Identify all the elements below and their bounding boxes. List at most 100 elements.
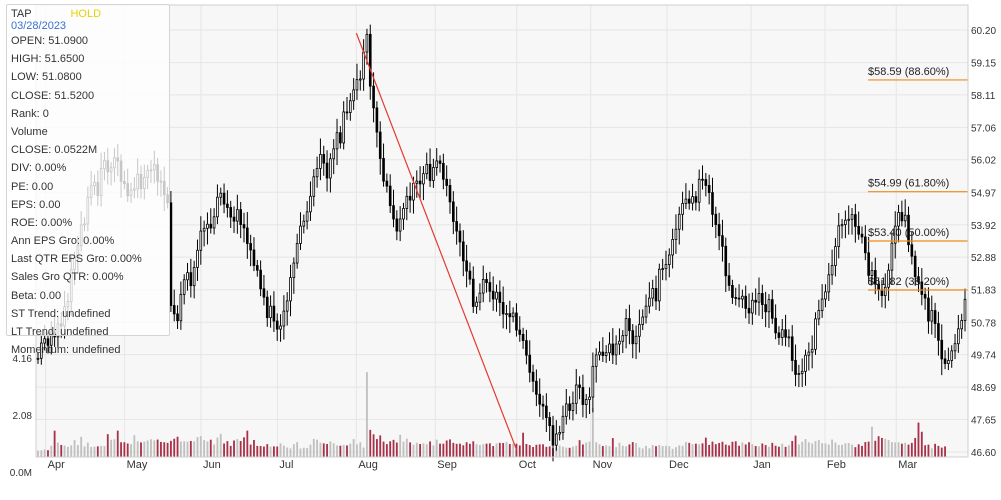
candle-body <box>375 107 379 133</box>
candle-body <box>807 351 811 356</box>
volume-bar <box>475 444 478 457</box>
candle-body <box>867 252 870 276</box>
candle-body <box>545 405 548 418</box>
candle-body <box>176 313 179 322</box>
volume-bar <box>625 446 628 457</box>
volume-bar <box>728 445 731 457</box>
quote-stat-row: Sales Gro QTR: 0.00% <box>11 271 124 284</box>
price-tick-label: 56.02 <box>971 156 996 167</box>
candle-body <box>302 220 306 227</box>
candle-body <box>465 260 468 272</box>
volume-bar <box>63 445 66 457</box>
candle-body <box>963 298 967 321</box>
volume-bar <box>133 435 136 457</box>
candle-body <box>953 343 957 352</box>
candle-body <box>694 196 698 203</box>
volume-bar <box>336 445 338 457</box>
candle-body <box>684 198 688 204</box>
volume-bar <box>694 443 697 457</box>
candle-body <box>568 403 571 411</box>
volume-bar <box>113 439 116 457</box>
volume-bar <box>319 442 322 457</box>
volume-bar <box>478 444 481 457</box>
volume-bar <box>927 444 930 457</box>
volume-bar <box>76 445 79 457</box>
quote-stat-row: ROE: 0.00% <box>11 216 73 229</box>
volume-bar <box>787 445 790 457</box>
candle-body <box>249 243 252 251</box>
candle-body <box>837 225 841 247</box>
volume-bar <box>439 443 441 457</box>
candle-body <box>46 338 50 346</box>
candle-body <box>279 325 282 330</box>
candle-body <box>408 195 412 201</box>
candle-body <box>172 305 176 315</box>
volume-bar <box>236 439 239 457</box>
candle-body <box>555 433 558 446</box>
volume-bar <box>867 441 870 457</box>
candle-body <box>923 293 927 299</box>
candle-body <box>887 269 890 288</box>
candle-body <box>707 185 711 193</box>
volume-bar <box>748 442 750 457</box>
volume-bar <box>934 443 937 457</box>
volume-bar <box>940 447 943 457</box>
volume-bar <box>359 442 362 457</box>
candle-body <box>528 354 532 373</box>
quote-stat-row: Rank: 0 <box>11 107 49 120</box>
volume-bar <box>156 439 159 457</box>
candle-body <box>212 216 216 229</box>
volume-bar <box>811 443 814 457</box>
volume-bar <box>432 445 435 457</box>
volume-bar <box>412 444 415 457</box>
volume-bar <box>402 441 405 457</box>
volume-bar <box>821 443 824 457</box>
candle-body <box>744 295 748 309</box>
candle-body <box>890 242 894 271</box>
volume-bar <box>326 443 328 457</box>
candle-body <box>189 272 193 287</box>
candle-body <box>900 212 904 222</box>
volume-bar <box>768 446 770 457</box>
candle-body <box>365 33 369 53</box>
volume-bar <box>535 444 538 457</box>
quote-stat-row: LT Trend: undefined <box>11 326 109 338</box>
ticker-symbol: TAP <box>11 8 32 20</box>
candle-body <box>598 351 601 356</box>
volume-bar <box>611 438 614 457</box>
volume-bar <box>532 447 534 457</box>
volume-bar <box>193 441 196 457</box>
volume-bar <box>688 442 691 457</box>
candle-body <box>608 343 611 354</box>
volume-bar <box>675 447 677 457</box>
volume-bar <box>259 446 262 457</box>
candle-body <box>219 192 223 198</box>
candle-body <box>601 351 605 356</box>
volume-bar <box>316 439 319 457</box>
candle-body <box>491 290 495 300</box>
volume-bar <box>831 439 834 457</box>
candle-body <box>398 218 402 232</box>
volume-bar <box>312 438 315 457</box>
volume-bar <box>296 442 299 457</box>
volume-bar <box>73 440 76 457</box>
candle-body <box>933 310 937 324</box>
candle-body <box>428 163 432 181</box>
candle-body <box>339 132 342 144</box>
candle-body <box>578 384 581 388</box>
candle-body <box>920 281 924 295</box>
candle-body <box>687 198 691 204</box>
volume-bar <box>595 442 598 457</box>
candle-body <box>216 196 219 218</box>
volume-bar <box>568 447 571 457</box>
volume-bar <box>209 439 212 457</box>
candle-body <box>631 330 635 345</box>
candle-body <box>415 180 419 184</box>
volume-bar <box>578 440 581 457</box>
volume-bar <box>708 444 711 457</box>
candle-body <box>780 329 784 338</box>
candle-body <box>797 373 801 375</box>
candle-body <box>787 336 791 339</box>
quote-stat-row: CLOSE: 51.5200 <box>11 89 95 102</box>
